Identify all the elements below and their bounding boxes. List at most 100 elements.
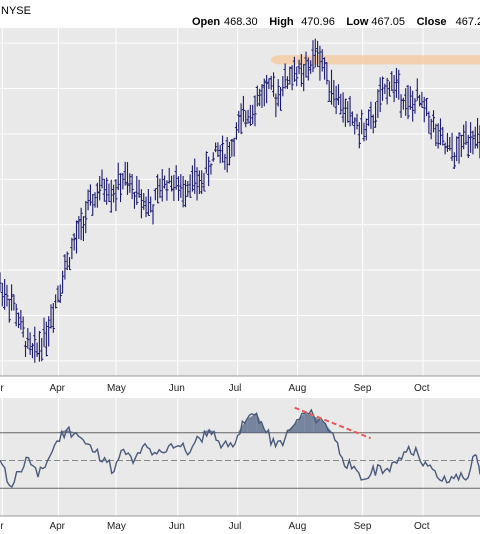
month-tick-label: Aug	[289, 383, 307, 394]
price-bar	[202, 172, 206, 192]
price-bar	[429, 118, 433, 140]
price-bar	[357, 122, 361, 149]
price-bar	[239, 103, 243, 135]
indicator-overbought-fill	[247, 413, 257, 433]
price-bar	[334, 85, 338, 115]
price-bar	[111, 184, 116, 203]
indicator-panel-background	[0, 398, 480, 516]
price-bar	[443, 142, 447, 155]
price-bar	[441, 126, 445, 146]
price-bar	[404, 88, 408, 116]
price-bar	[21, 316, 25, 338]
price-bar	[174, 165, 178, 190]
month-tick-label: Apr	[49, 521, 65, 532]
price-bar	[339, 93, 343, 115]
price-bar	[26, 328, 30, 349]
price-bar	[91, 193, 95, 216]
month-tick-label: Sep	[354, 383, 372, 394]
price-bar	[63, 254, 67, 280]
price-bar	[295, 66, 299, 87]
price-bar	[139, 189, 144, 219]
price-bar	[394, 67, 399, 98]
price-bar	[380, 76, 385, 101]
ohlc-value-low: 467.05	[371, 16, 405, 28]
price-bar	[373, 101, 378, 128]
price-bar	[65, 251, 69, 271]
price-bar	[427, 111, 431, 134]
price-bar	[146, 188, 150, 217]
price-bar	[418, 94, 422, 107]
price-bar	[316, 40, 320, 67]
price-bar	[355, 113, 359, 130]
indicator-overbought-fill	[304, 413, 314, 433]
price-bar	[292, 56, 297, 82]
price-bar	[19, 309, 23, 330]
price-bar	[37, 331, 42, 362]
price-bar	[14, 303, 18, 327]
price-bar	[452, 152, 456, 169]
price-bar	[153, 188, 157, 201]
divergence-line	[294, 406, 372, 440]
price-bar	[378, 77, 382, 113]
price-bar	[33, 326, 37, 363]
price-bar	[320, 49, 324, 72]
price-bar	[81, 216, 86, 242]
indicator-overbought-fill	[199, 429, 210, 433]
price-bar	[346, 101, 350, 123]
price-bar	[60, 270, 65, 294]
price-bar	[457, 132, 461, 164]
price-bar	[225, 137, 229, 173]
price-bar	[9, 284, 14, 311]
price-bar	[271, 72, 276, 97]
price-bar	[387, 81, 392, 97]
price-bar	[464, 121, 468, 146]
price-bar	[473, 126, 477, 149]
month-tick-label: Jul	[229, 383, 242, 394]
price-bar	[95, 182, 99, 208]
price-bar	[237, 110, 241, 133]
price-bar	[74, 220, 79, 254]
price-bar	[262, 78, 266, 107]
price-bar	[327, 80, 331, 102]
price-bar	[16, 312, 21, 329]
indicator-month-ticks: r Apr May Jun Jul Aug Sep Oct	[0, 521, 429, 532]
price-bar	[70, 237, 74, 260]
price-bar	[128, 173, 132, 193]
price-bar	[350, 111, 354, 126]
price-bar	[371, 114, 375, 134]
price-bar	[390, 71, 394, 92]
price-bar	[445, 132, 450, 152]
price-bar	[420, 91, 424, 109]
price-bar	[125, 162, 130, 195]
price-bar	[121, 173, 125, 190]
price-bar	[285, 76, 290, 89]
price-bar	[30, 343, 35, 359]
price-bar	[471, 130, 475, 155]
price-bar	[322, 57, 327, 80]
indicator-overbought-fill	[237, 418, 248, 433]
price-bar	[269, 75, 273, 90]
price-bar	[422, 96, 426, 123]
price-bar	[246, 109, 250, 124]
price-bar	[42, 317, 46, 347]
indicator-overbought-fill	[313, 416, 324, 433]
price-bar	[77, 216, 81, 239]
month-tick-label: May	[107, 521, 126, 532]
price-bar	[462, 124, 466, 150]
price-bar	[0, 272, 2, 292]
price-bar	[362, 122, 366, 142]
price-bar	[413, 98, 417, 114]
price-bar	[23, 340, 28, 357]
indicator-panel	[0, 398, 480, 517]
price-bar	[406, 84, 410, 120]
month-tick-label: Jun	[169, 521, 185, 532]
price-bar	[193, 158, 197, 194]
price-bar	[151, 204, 155, 225]
price-bar	[364, 118, 368, 141]
price-bar	[438, 118, 443, 146]
price-bar	[278, 86, 283, 111]
price-bar	[132, 191, 137, 209]
price-month-ticks: r Apr May Jun Jul Aug Sep Oct	[0, 383, 429, 394]
